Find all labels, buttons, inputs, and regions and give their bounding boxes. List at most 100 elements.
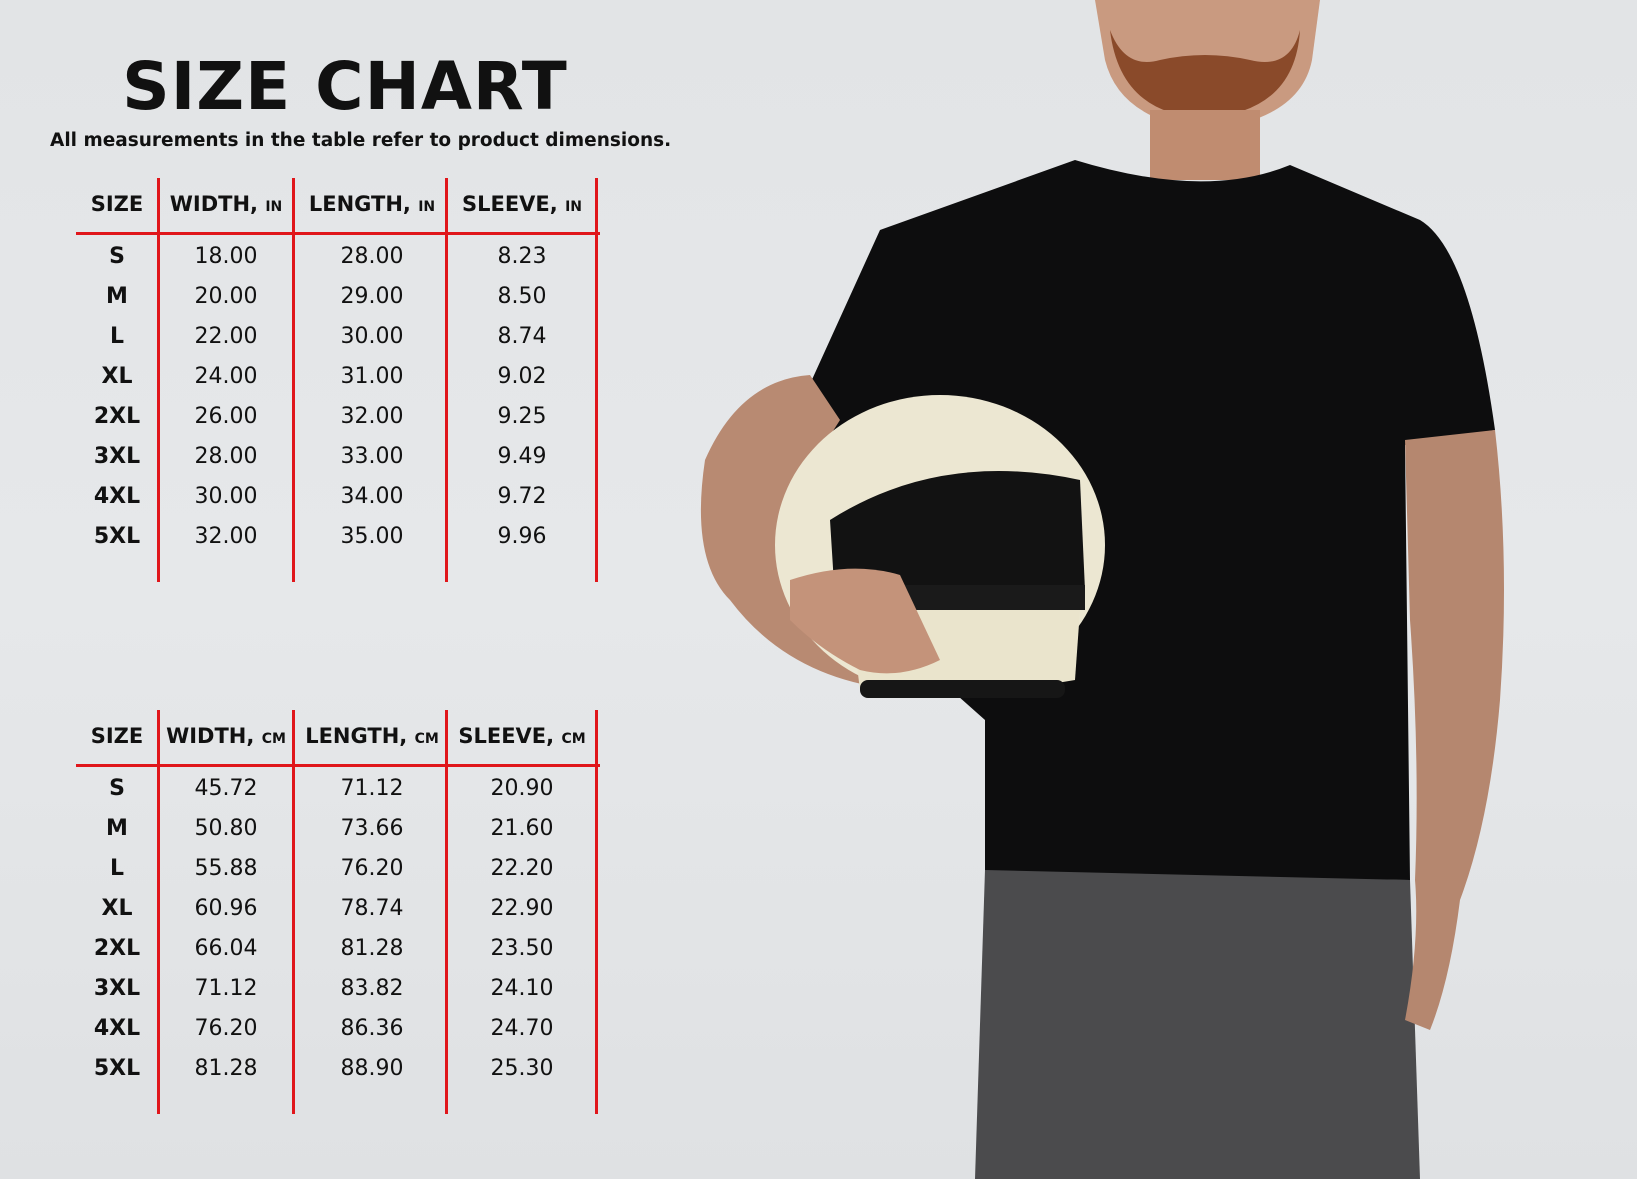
column-header: SIZE <box>37 192 197 216</box>
measurement-cell: 22.90 <box>490 896 554 921</box>
measurement-cell: 30.00 <box>340 324 404 349</box>
measurement-cell: 50.80 <box>194 816 258 841</box>
measurement-cell: 22.20 <box>490 856 554 881</box>
measurement-cell: 9.49 <box>497 444 547 469</box>
left-arm <box>700 375 920 690</box>
measurement-cell: 20.00 <box>194 284 258 309</box>
size-label: XL <box>101 896 133 921</box>
column-header-label: SLEEVE, <box>461 192 558 216</box>
grid-line-header <box>76 764 600 767</box>
measurement-cell: 55.88 <box>194 856 258 881</box>
column-header: LENGTH, IN <box>292 192 452 216</box>
column-header: SIZE <box>37 724 197 748</box>
measurement-cell: 81.28 <box>194 1056 258 1081</box>
measurement-cell: 86.36 <box>340 1016 404 1041</box>
measurement-cell: 32.00 <box>194 524 258 549</box>
measurement-cell: 32.00 <box>340 404 404 429</box>
size-label: 5XL <box>93 1056 141 1081</box>
measurement-cell: 83.82 <box>340 976 404 1001</box>
grid-line-vertical <box>595 178 598 582</box>
size-table-centimeters: SIZE WIDTH, CM LENGTH, CM SLEEVE, CM S 45.72 7… <box>76 710 600 1114</box>
model-head <box>1095 0 1320 180</box>
column-header-unit: IN <box>418 199 436 215</box>
measurement-cell: 28.00 <box>340 244 404 269</box>
measurement-cell: 81.28 <box>340 936 404 961</box>
measurement-cell: 33.00 <box>340 444 404 469</box>
measurement-cell: 9.72 <box>497 484 547 509</box>
size-label: XL <box>101 364 133 389</box>
measurement-cell: 31.00 <box>340 364 404 389</box>
size-label: 3XL <box>93 444 141 469</box>
size-label: M <box>106 284 128 309</box>
hand <box>790 568 940 674</box>
measurement-cell: 8.74 <box>497 324 547 349</box>
measurement-cell: 9.96 <box>497 524 547 549</box>
measurement-cell: 76.20 <box>194 1016 258 1041</box>
jeans <box>975 870 1420 1179</box>
size-label: 5XL <box>93 524 141 549</box>
column-header-unit: CM <box>414 731 439 747</box>
measurement-cell: 71.12 <box>340 776 404 801</box>
measurement-cell: 60.96 <box>194 896 258 921</box>
column-header-label: WIDTH, <box>169 192 259 216</box>
column-header-unit: CM <box>561 731 586 747</box>
column-header: SLEEVE, IN <box>442 192 602 216</box>
measurement-cell: 25.30 <box>490 1056 554 1081</box>
grid-line-vertical <box>445 178 448 582</box>
size-label: 4XL <box>93 1016 141 1041</box>
column-header-label: SIZE <box>90 724 144 748</box>
grid-line-vertical <box>445 710 448 1114</box>
measurement-cell: 71.12 <box>194 976 258 1001</box>
measurement-cell: 88.90 <box>340 1056 404 1081</box>
measurement-cell: 45.72 <box>194 776 258 801</box>
measurement-cell: 22.00 <box>194 324 258 349</box>
measurement-cell: 8.50 <box>497 284 547 309</box>
column-header-label: SLEEVE, <box>458 724 555 748</box>
measurement-cell: 21.60 <box>490 816 554 841</box>
size-label: 3XL <box>93 976 141 1001</box>
measurement-cell: 35.00 <box>340 524 404 549</box>
size-label: 2XL <box>93 404 141 429</box>
column-header: WIDTH, IN <box>146 192 306 216</box>
size-label: S <box>109 244 125 269</box>
size-label: L <box>109 324 125 349</box>
grid-line-vertical <box>157 710 160 1114</box>
column-header-unit: IN <box>565 199 583 215</box>
size-label: L <box>109 856 125 881</box>
size-table-inches: SIZE WIDTH, IN LENGTH, IN SLEEVE, IN S 18.00 2… <box>76 178 600 582</box>
size-label: 4XL <box>93 484 141 509</box>
measurement-cell: 66.04 <box>194 936 258 961</box>
right-arm <box>1405 430 1504 1030</box>
grid-line-vertical <box>292 710 295 1114</box>
grid-line-header <box>76 232 600 235</box>
size-label: M <box>106 816 128 841</box>
grid-line-vertical <box>292 178 295 582</box>
measurement-cell: 20.90 <box>490 776 554 801</box>
column-header-label: WIDTH, <box>166 724 255 748</box>
measurement-cell: 9.25 <box>497 404 547 429</box>
measurement-cell: 28.00 <box>194 444 258 469</box>
measurement-cell: 23.50 <box>490 936 554 961</box>
column-header-label: LENGTH, <box>308 192 411 216</box>
page-title: SIZE CHART <box>122 48 568 125</box>
measurement-cell: 24.70 <box>490 1016 554 1041</box>
measurement-cell: 9.02 <box>497 364 547 389</box>
measurement-cell: 76.20 <box>340 856 404 881</box>
measurement-cell: 24.00 <box>194 364 258 389</box>
column-header: LENGTH, CM <box>292 724 452 748</box>
column-header: WIDTH, CM <box>146 724 306 748</box>
measurement-cell: 24.10 <box>490 976 554 1001</box>
page-subtitle: All measurements in the table refer to p… <box>50 130 672 151</box>
column-header: SLEEVE, CM <box>442 724 602 748</box>
column-header-unit: IN <box>265 199 283 215</box>
t-shirt <box>805 160 1495 880</box>
size-label: 2XL <box>93 936 141 961</box>
measurement-cell: 18.00 <box>194 244 258 269</box>
measurement-cell: 8.23 <box>497 244 547 269</box>
measurement-cell: 73.66 <box>340 816 404 841</box>
grid-line-vertical <box>157 178 160 582</box>
size-label: S <box>109 776 125 801</box>
column-header-unit: CM <box>261 731 286 747</box>
measurement-cell: 78.74 <box>340 896 404 921</box>
